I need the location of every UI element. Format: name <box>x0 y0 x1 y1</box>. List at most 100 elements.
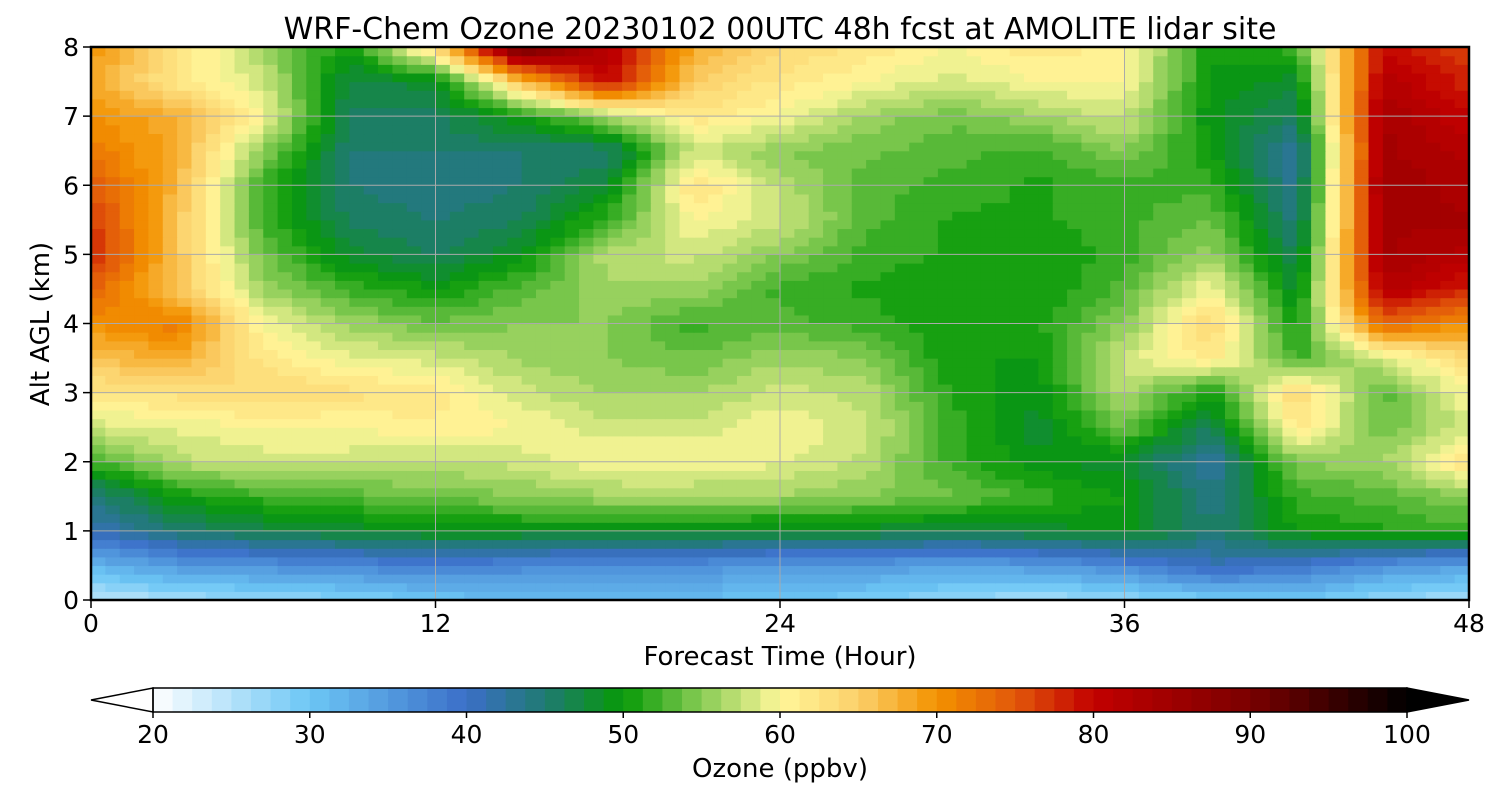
heatmap-cell <box>1196 582 1212 592</box>
heatmap-cell <box>593 245 609 255</box>
heatmap-cell <box>119 314 135 325</box>
heatmap-cell <box>823 375 839 385</box>
heatmap-cell <box>148 332 164 342</box>
heatmap-cell <box>909 288 925 299</box>
heatmap-cell <box>1282 167 1298 178</box>
heatmap-cell <box>1382 332 1398 342</box>
heatmap-cell <box>464 591 480 601</box>
heatmap-cell <box>679 263 695 273</box>
heatmap-cell <box>1009 548 1025 558</box>
heatmap-cell <box>579 496 594 506</box>
heatmap-cell <box>909 271 925 281</box>
heatmap-cell <box>980 427 996 437</box>
heatmap-cell <box>693 150 709 160</box>
heatmap-cell <box>1382 159 1398 169</box>
heatmap-cell <box>234 383 250 394</box>
heatmap-cell <box>335 401 350 411</box>
heatmap-cell <box>1210 530 1226 541</box>
heatmap-cell <box>464 487 480 497</box>
heatmap-cell <box>277 263 293 273</box>
heatmap-cell <box>263 228 279 238</box>
heatmap-cell <box>335 332 350 342</box>
heatmap-cell <box>464 202 480 212</box>
heatmap-cell <box>105 358 121 368</box>
heatmap-cell <box>1095 159 1111 169</box>
heatmap-cell <box>866 159 882 169</box>
heatmap-cell <box>736 280 752 290</box>
heatmap-cell <box>1282 409 1298 420</box>
heatmap-cell <box>234 513 250 523</box>
heatmap-cell <box>492 193 508 204</box>
heatmap-cell <box>492 185 508 195</box>
heatmap-cell <box>277 556 293 567</box>
heatmap-cell <box>607 159 623 169</box>
heatmap-cell <box>119 219 135 230</box>
heatmap-cell <box>1282 418 1298 428</box>
heatmap-cell <box>349 418 365 428</box>
heatmap-cell <box>162 392 178 402</box>
heatmap-cell <box>1153 167 1169 178</box>
heatmap-cell <box>593 176 609 186</box>
heatmap-cell <box>679 185 695 195</box>
heatmap-cell <box>780 314 795 325</box>
heatmap-cell <box>593 366 609 376</box>
heatmap-cell <box>1454 349 1470 359</box>
heatmap-cell <box>665 167 681 178</box>
heatmap-cell <box>564 591 580 601</box>
heatmap-cell <box>306 409 322 420</box>
heatmap-cell <box>248 548 264 558</box>
heatmap-cell <box>851 159 867 169</box>
heatmap-cell <box>1368 548 1384 558</box>
heatmap-cell <box>823 159 839 169</box>
heatmap-cell <box>1081 504 1097 515</box>
heatmap-cell <box>1425 574 1441 584</box>
heatmap-cell <box>277 461 293 471</box>
heatmap-cell <box>1210 453 1226 463</box>
heatmap-cell <box>1268 167 1283 178</box>
heatmap-cell <box>708 479 724 489</box>
heatmap-cell <box>1167 591 1183 601</box>
heatmap-cell <box>952 453 968 463</box>
heatmap-cell <box>291 280 307 290</box>
heatmap-cell <box>980 271 996 281</box>
heatmap-cell <box>736 245 752 255</box>
heatmap-cell <box>751 504 767 515</box>
heatmap-cell <box>593 375 609 385</box>
heatmap-cell <box>1081 582 1097 592</box>
heatmap-cell <box>808 314 824 325</box>
heatmap-cell <box>134 271 150 281</box>
heatmap-cell <box>177 530 193 541</box>
heatmap-cell <box>550 383 566 394</box>
heatmap-cell <box>1067 401 1083 411</box>
heatmap-cell <box>607 297 623 307</box>
heatmap-cell <box>880 487 896 497</box>
heatmap-cell <box>349 211 365 221</box>
heatmap-cell <box>923 280 939 290</box>
heatmap-cell <box>1325 591 1341 601</box>
heatmap-cell <box>1411 401 1427 411</box>
heatmap-cell <box>1397 392 1413 402</box>
heatmap-cell <box>1311 418 1327 428</box>
heatmap-cell <box>765 150 781 160</box>
heatmap-cell <box>837 202 853 212</box>
heatmap-cell <box>263 219 279 230</box>
heatmap-cell <box>406 444 422 454</box>
heatmap-cell <box>1268 185 1283 195</box>
heatmap-cell <box>234 496 250 506</box>
heatmap-cell <box>823 228 839 238</box>
heatmap-cell <box>980 418 996 428</box>
heatmap-cell <box>507 366 523 376</box>
heatmap-cell <box>1325 340 1341 351</box>
heatmap-cell <box>1081 288 1097 299</box>
heatmap-cell <box>1224 375 1240 385</box>
heatmap-cell <box>191 556 207 567</box>
heatmap-cell <box>1454 297 1470 307</box>
heatmap-cell <box>1196 496 1212 506</box>
heatmap-cell <box>1024 288 1039 299</box>
heatmap-cell <box>1052 211 1068 221</box>
heatmap-cell <box>1095 280 1111 290</box>
heatmap-cell <box>392 427 408 437</box>
heatmap-cell <box>1052 496 1068 506</box>
heatmap-cell <box>521 280 537 290</box>
heatmap-cell <box>808 167 824 178</box>
